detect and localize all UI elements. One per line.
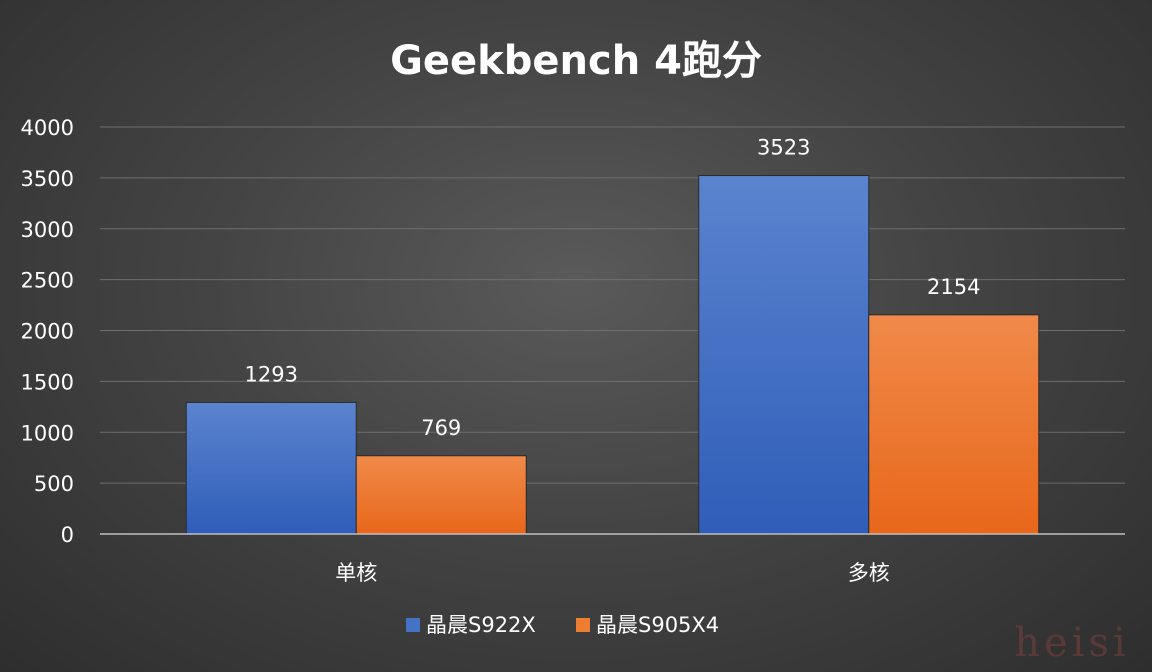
legend-label: 晶晨S905X4 (596, 613, 719, 637)
y-tick-label: 0 (61, 523, 74, 547)
data-label: 3523 (757, 136, 810, 160)
y-tick-label: 3000 (21, 218, 74, 242)
bar-s922x-0 (185, 401, 357, 535)
bar-s905x4-0 (355, 455, 527, 535)
legend-label: 晶晨S922X (426, 613, 536, 637)
bar-s922x-1 (698, 175, 870, 535)
watermark: heisi (1014, 620, 1130, 666)
y-tick-label: 2000 (21, 320, 74, 344)
y-axis-ticks: 0 500 1000 1500 2000 2500 3000 3500 4000 (21, 116, 74, 547)
y-tick-label: 2500 (21, 269, 74, 293)
legend-swatch (576, 618, 590, 632)
legend: 晶晨S922X 晶晨S905X4 (406, 613, 719, 637)
x-axis-ticks: 单核 多核 (335, 561, 890, 585)
data-label: 1293 (245, 362, 298, 386)
data-labels: 1293 769 3523 2154 (245, 136, 981, 440)
y-tick-label: 1500 (21, 370, 74, 394)
data-label: 769 (421, 416, 461, 440)
y-tick-label: 3500 (21, 167, 74, 191)
bar-s905x4-1 (868, 314, 1040, 535)
bars (185, 175, 1040, 535)
data-label: 2154 (927, 275, 980, 299)
x-tick-label: 多核 (848, 561, 890, 585)
legend-swatch (406, 618, 420, 632)
y-tick-label: 1000 (21, 421, 74, 445)
y-tick-label: 4000 (21, 116, 74, 140)
y-tick-label: 500 (34, 472, 74, 496)
chart-title: Geekbench 4跑分 (390, 38, 762, 84)
x-tick-label: 单核 (335, 561, 377, 585)
